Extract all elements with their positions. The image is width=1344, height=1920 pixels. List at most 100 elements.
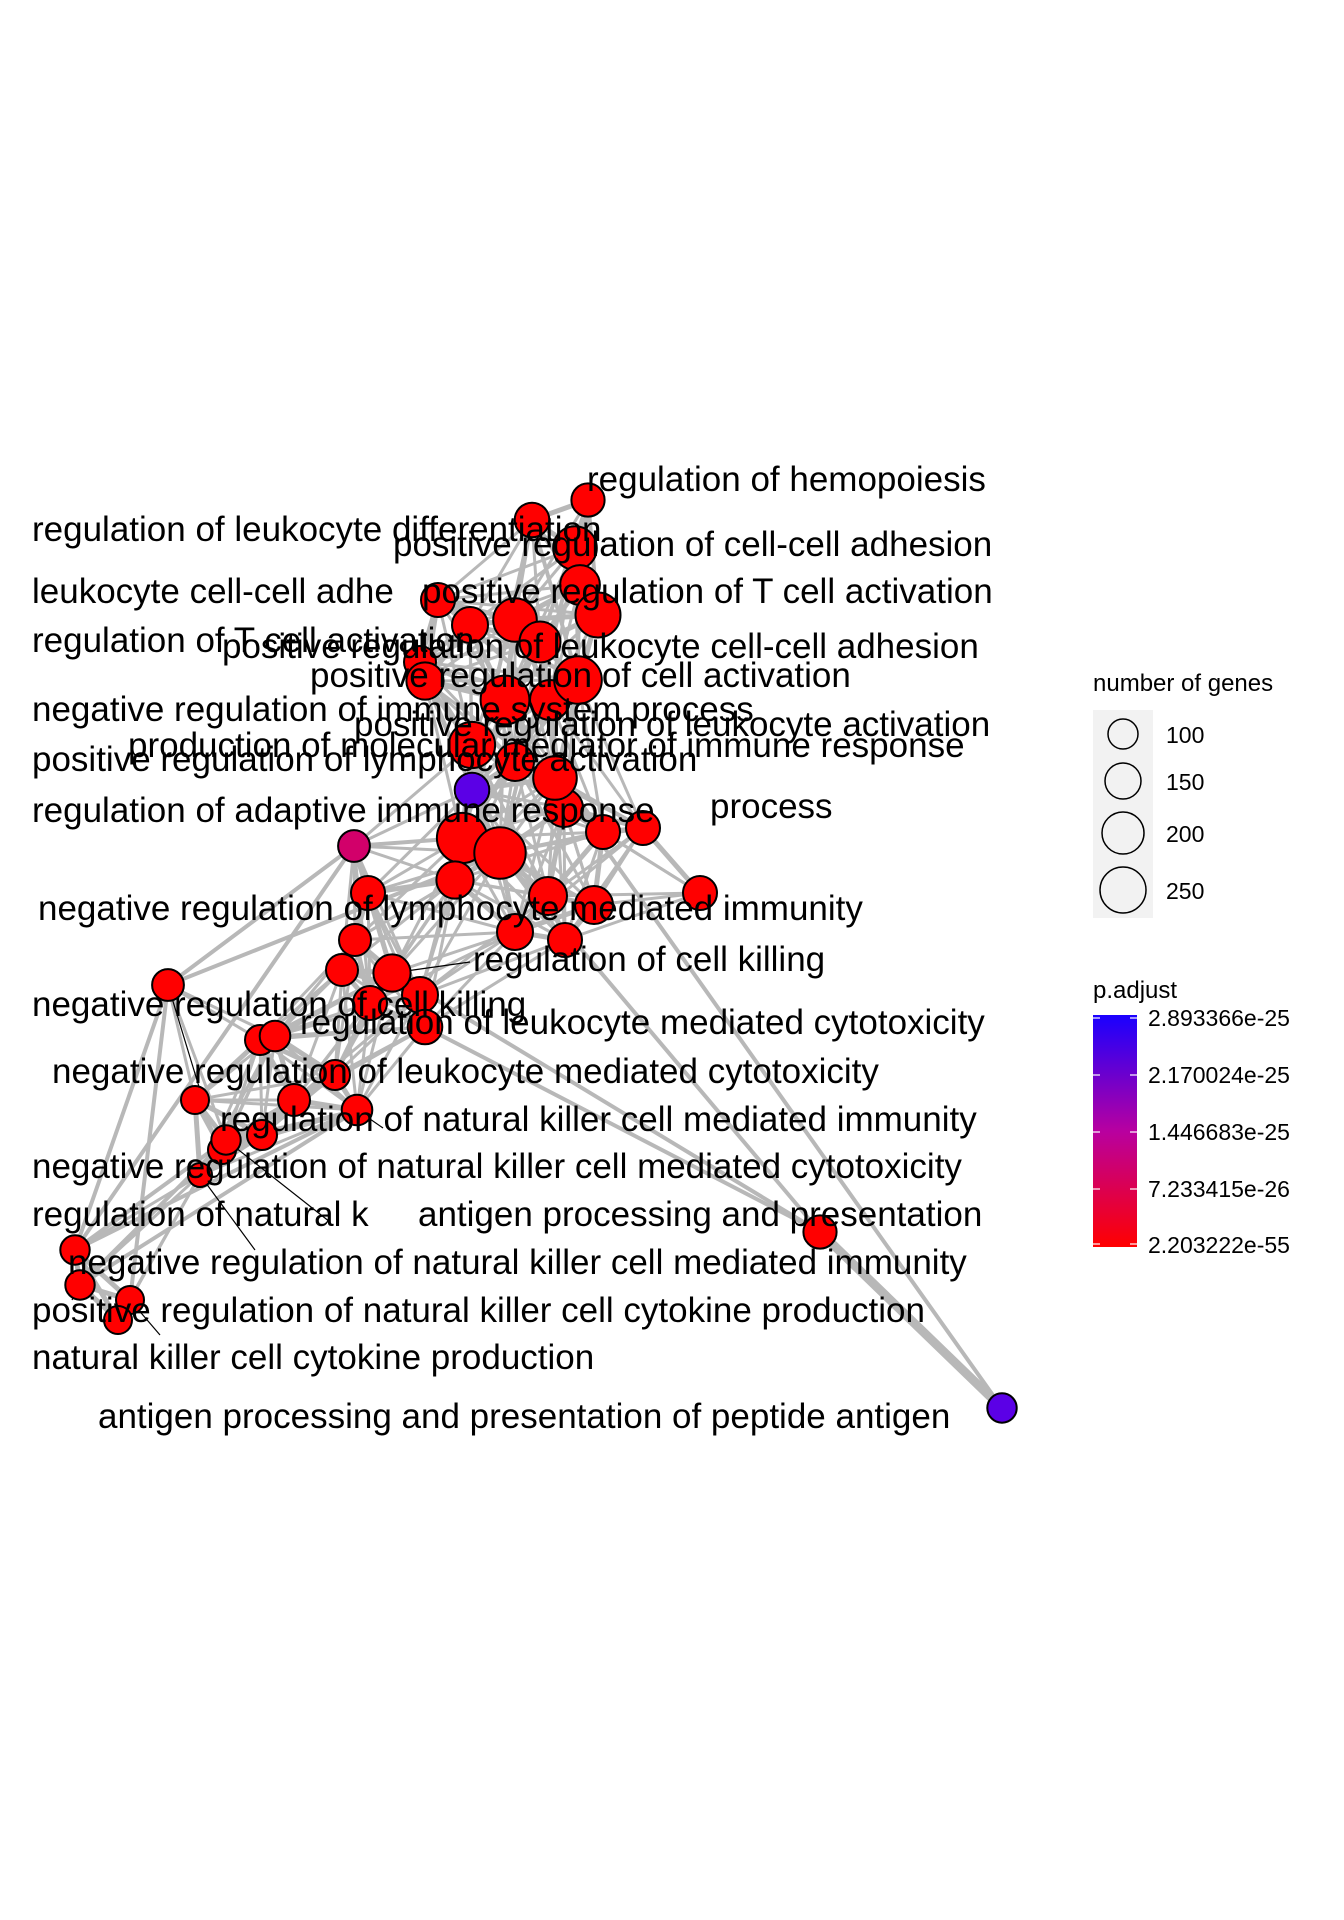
network-edge bbox=[436, 546, 577, 602]
term-node bbox=[682, 875, 718, 911]
network-edge bbox=[563, 830, 605, 942]
term-node-leuk-cytotox bbox=[406, 1008, 444, 1046]
network-edge bbox=[166, 844, 356, 987]
term-node-nk-imm-neg bbox=[64, 1269, 96, 1301]
network-edge bbox=[498, 851, 822, 1234]
network-edge bbox=[453, 830, 605, 882]
network-edge bbox=[548, 698, 605, 834]
term-node-purple-node bbox=[453, 771, 491, 809]
network-edge bbox=[166, 983, 228, 1142]
label-positive-regulation-of-t-cell-activation: positive regulation of T cell activation bbox=[422, 572, 993, 611]
leader-line bbox=[167, 984, 201, 1091]
term-node bbox=[180, 1085, 210, 1115]
term-node bbox=[420, 582, 456, 618]
network-edge bbox=[576, 678, 645, 830]
term-node-effector-process bbox=[473, 826, 527, 880]
network-edge bbox=[423, 930, 517, 1029]
term-node-mol-mediator bbox=[532, 755, 578, 801]
network-edge bbox=[366, 891, 422, 997]
label-antigen-processing-and-presentation: antigen processing and presentation bbox=[418, 1195, 982, 1234]
network-edge bbox=[423, 938, 567, 1029]
label-positive-regulation-of-cell-cell-adhesion: positive regulation of cell-cell adhesio… bbox=[393, 525, 992, 564]
term-node bbox=[325, 953, 359, 987]
color-legend: p.adjust 2.893366e-25 2.170024e-25 1.446… bbox=[1093, 977, 1290, 1258]
label-regulation-of-cell-killing: regulation of cell killing bbox=[473, 940, 825, 979]
term-node-nk-imm bbox=[340, 1093, 374, 1127]
network-edge bbox=[423, 1025, 822, 1234]
label-regulation-of-natural-killer: regulation of natural k bbox=[32, 1195, 369, 1234]
label-production-of-molecular-mediator: production of molecular mediator of immu… bbox=[128, 726, 965, 765]
term-node bbox=[338, 923, 372, 957]
term-node-leuk-cc-adh bbox=[574, 591, 622, 639]
term-node bbox=[319, 1059, 351, 1091]
network-edge bbox=[546, 891, 702, 898]
term-node bbox=[352, 985, 388, 1021]
color-key-label-4: 7.233415e-26 bbox=[1148, 1176, 1290, 1202]
term-node-lymph-act-pos bbox=[447, 720, 497, 770]
term-node bbox=[496, 913, 534, 951]
term-node bbox=[277, 1083, 311, 1117]
leader-line bbox=[225, 1139, 331, 1223]
network-edge bbox=[166, 983, 262, 1042]
network-edge bbox=[453, 878, 567, 942]
label-leukocyte-cell-cell-adhesion: leukocyte cell-cell adhe bbox=[32, 572, 394, 611]
label-positive-regulation-of-natural-killer-cell-cytokine-production: positive regulation of natural killer ce… bbox=[32, 1291, 925, 1330]
network-edge bbox=[548, 698, 645, 830]
term-node bbox=[451, 606, 489, 644]
term-node-hemopoiesis bbox=[570, 482, 606, 518]
term-node bbox=[547, 922, 583, 958]
term-node-cell-killing bbox=[372, 953, 412, 993]
term-node bbox=[495, 742, 535, 782]
network-edge bbox=[292, 1001, 372, 1102]
network-edge bbox=[73, 983, 170, 1252]
size-key-circle-250 bbox=[1099, 866, 1147, 914]
leader-line bbox=[199, 1174, 256, 1251]
network-edge bbox=[423, 679, 464, 840]
label-negative-regulation-of-cell-killing: negative regulation of cell killing bbox=[32, 985, 526, 1024]
network-edge bbox=[815, 1227, 1007, 1413]
term-node-imm-sys-neg bbox=[405, 661, 445, 701]
color-key-label-3: 1.446683e-25 bbox=[1148, 1119, 1290, 1145]
network-edge bbox=[352, 743, 474, 848]
term-node-leuk-act-pos bbox=[479, 674, 531, 726]
term-node-leuk-diff bbox=[513, 501, 551, 539]
network-edge bbox=[73, 1108, 359, 1252]
label-positive-regulation-of-cell-activation: positive regulation of cell activation bbox=[310, 656, 851, 695]
label-negative-regulation-of-natural-killer-cell-mediated-cytotoxicity: negative regulation of natural killer ce… bbox=[32, 1147, 962, 1186]
color-key-label-5: 2.203222e-55 bbox=[1148, 1232, 1290, 1258]
size-key-circle-100 bbox=[1107, 718, 1139, 750]
network-edge bbox=[436, 583, 582, 602]
network-edge bbox=[513, 760, 550, 898]
network-edge bbox=[193, 1073, 337, 1102]
size-legend: number of genes 100 150 200 250 bbox=[1093, 670, 1273, 918]
term-node bbox=[528, 876, 568, 916]
size-key-circle-150 bbox=[1104, 762, 1142, 800]
term-node-nk-reg bbox=[59, 1234, 91, 1266]
term-node-nk-cytotox-neg bbox=[210, 1124, 242, 1156]
network-edge bbox=[355, 993, 422, 1112]
network-edge bbox=[273, 971, 394, 1038]
network-edge bbox=[513, 806, 566, 934]
term-node bbox=[246, 1119, 278, 1151]
color-legend-gradient-bar bbox=[1093, 1015, 1137, 1247]
network-edge bbox=[73, 1138, 228, 1252]
network-edge bbox=[513, 826, 645, 934]
term-node bbox=[350, 875, 386, 911]
network-edge bbox=[563, 891, 702, 942]
term-node-lymph-imm-neg bbox=[435, 860, 475, 900]
label-natural-killer-cell-cytokine-production: natural killer cell cytokine production bbox=[32, 1338, 594, 1377]
network-edge bbox=[470, 788, 605, 834]
network-edge bbox=[530, 518, 580, 682]
size-legend-title: number of genes bbox=[1093, 670, 1273, 697]
label-antigen-processing-and-presentation-of-peptide-antigen: antigen processing and presentation of p… bbox=[98, 1397, 950, 1436]
network-edge bbox=[292, 968, 344, 1102]
network-edge bbox=[353, 930, 517, 942]
label-positive-regulation-of-leukocyte-cell-cell-adhesion: positive regulation of leukocyte cell-ce… bbox=[222, 627, 979, 666]
network-nodes bbox=[59, 482, 1018, 1424]
term-node bbox=[187, 1162, 213, 1188]
term-node-nk-cytokine bbox=[103, 1305, 133, 1335]
network-edge bbox=[292, 993, 422, 1102]
network-edge bbox=[468, 518, 534, 627]
term-node-leuk-cc-adh-pos bbox=[518, 620, 562, 664]
